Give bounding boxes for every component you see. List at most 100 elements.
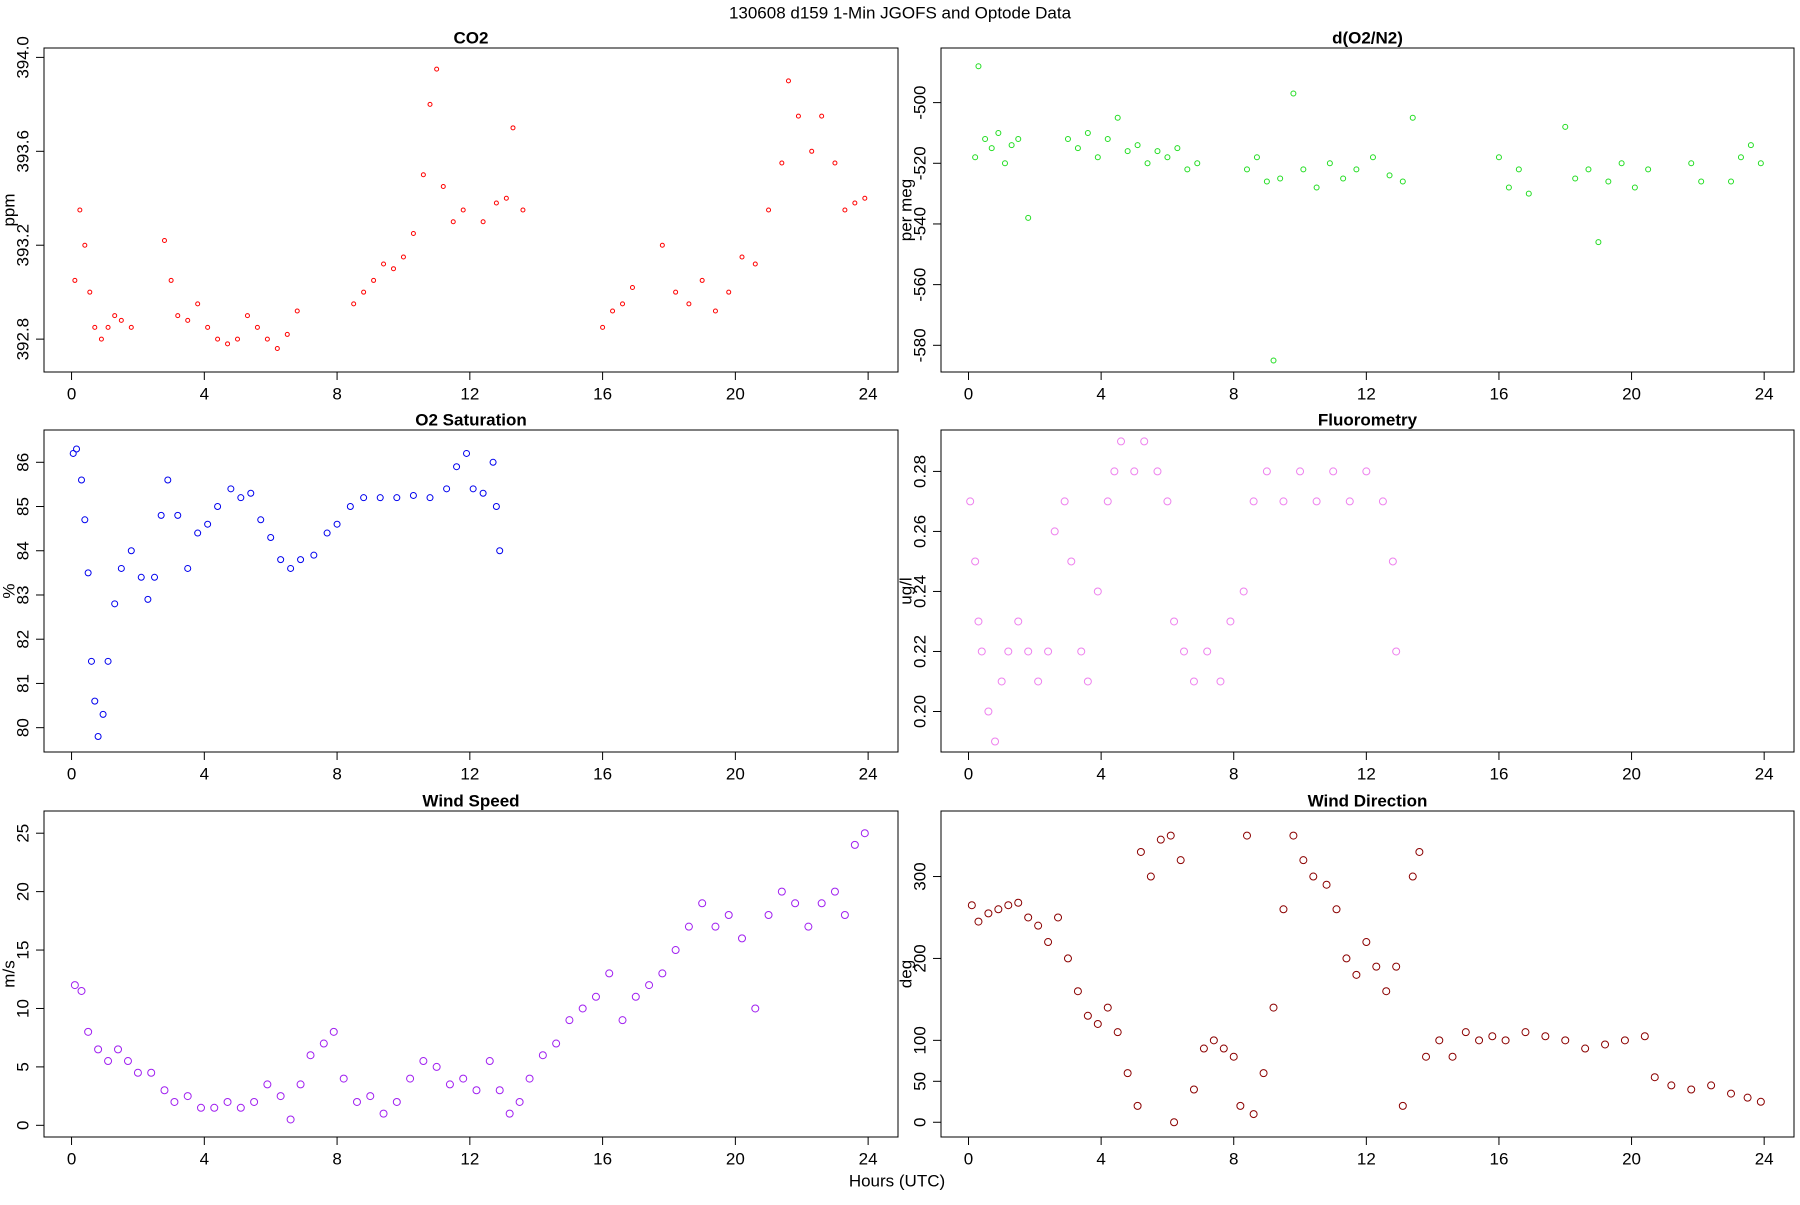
data-point xyxy=(1034,677,1043,686)
data-point xyxy=(244,313,250,319)
data-point xyxy=(1386,172,1393,179)
data-point xyxy=(1313,184,1320,191)
data-point xyxy=(123,1057,132,1066)
data-point xyxy=(276,1092,285,1101)
data-point xyxy=(409,491,417,499)
y-tick-label: -580 xyxy=(910,328,929,362)
y-tick-label: 0.20 xyxy=(910,695,929,728)
x-tick-label: 0 xyxy=(964,1149,973,1168)
data-point xyxy=(144,595,152,603)
y-tick-label: 50 xyxy=(910,1072,929,1091)
x-tick-label: 4 xyxy=(1096,384,1105,403)
x-tick-label: 8 xyxy=(1229,384,1238,403)
data-point xyxy=(235,336,241,342)
data-point xyxy=(1253,154,1260,161)
data-point xyxy=(306,1051,315,1060)
data-point xyxy=(766,207,772,213)
data-point xyxy=(972,154,979,161)
y-axis-label: deg xyxy=(896,960,915,988)
data-point xyxy=(809,148,815,154)
data-point xyxy=(479,489,487,497)
data-point xyxy=(1133,1101,1142,1110)
data-point xyxy=(1219,1044,1228,1053)
data-point xyxy=(1399,178,1406,185)
data-point xyxy=(1073,987,1082,996)
x-tick-label: 8 xyxy=(332,1149,341,1168)
data-point xyxy=(1067,557,1076,566)
data-point xyxy=(1581,1044,1590,1053)
data-point xyxy=(1620,1036,1629,1045)
data-point xyxy=(1631,184,1638,191)
data-point xyxy=(1083,1011,1092,1020)
data-point xyxy=(1650,1073,1659,1082)
y-tick-label: 0.28 xyxy=(910,455,929,488)
data-point xyxy=(860,829,869,838)
x-tick-label: 8 xyxy=(1229,1149,1238,1168)
data-point xyxy=(724,910,733,919)
data-point xyxy=(287,564,295,572)
data-point xyxy=(73,445,81,453)
data-point xyxy=(1146,872,1155,881)
data-point xyxy=(620,301,626,307)
x-tick-label: 20 xyxy=(1622,384,1641,403)
data-point xyxy=(712,308,718,314)
data-point xyxy=(393,494,401,502)
data-point xyxy=(147,1068,156,1077)
data-point xyxy=(1541,1032,1550,1041)
data-point xyxy=(1409,114,1416,121)
data-point xyxy=(459,1074,468,1083)
data-point xyxy=(795,113,801,119)
data-point xyxy=(410,230,416,236)
data-point xyxy=(1290,90,1297,97)
data-point xyxy=(264,336,270,342)
data-point xyxy=(1687,1085,1696,1094)
data-point xyxy=(419,1057,428,1066)
data-point xyxy=(1113,1028,1122,1037)
data-point xyxy=(1382,987,1391,996)
data-point xyxy=(1025,214,1032,221)
data-point xyxy=(469,485,477,493)
data-point xyxy=(236,1103,245,1112)
data-point xyxy=(432,1062,441,1071)
y-tick-label: -520 xyxy=(910,146,929,180)
data-point xyxy=(832,160,838,166)
data-point xyxy=(1170,1118,1179,1127)
data-point xyxy=(1688,160,1695,167)
data-point xyxy=(1176,856,1185,865)
x-tick-label: 24 xyxy=(1755,764,1774,783)
data-point xyxy=(1332,905,1341,914)
data-point xyxy=(1322,880,1331,889)
data-point xyxy=(1093,587,1102,596)
data-point xyxy=(738,934,747,943)
data-point xyxy=(1044,938,1053,947)
data-point xyxy=(629,284,635,290)
data-point xyxy=(495,1086,504,1095)
y-axis-label: per meg xyxy=(896,179,915,241)
panel-title: Wind Direction xyxy=(1308,791,1428,810)
data-point xyxy=(1422,1052,1431,1061)
data-point xyxy=(1229,1052,1238,1061)
data-point xyxy=(1209,1036,1218,1045)
data-point xyxy=(195,301,201,307)
data-point xyxy=(297,556,305,564)
data-point xyxy=(752,261,758,267)
data-point xyxy=(1103,1003,1112,1012)
data-point xyxy=(1114,114,1121,121)
panel: CO2 ppm 0 4 8 12 16 20 24 392.8 393.2 393.6 394.0 xyxy=(0,28,899,403)
data-point xyxy=(671,946,680,955)
data-point xyxy=(127,547,135,555)
data-point xyxy=(263,1080,272,1089)
plot-frame xyxy=(940,429,1795,753)
x-tick-label: 24 xyxy=(1755,1149,1774,1168)
data-point xyxy=(247,489,255,497)
data-point xyxy=(862,195,868,201)
data-point xyxy=(161,238,167,244)
y-tick-label: 394.0 xyxy=(13,36,32,79)
data-point xyxy=(379,1109,388,1118)
data-point xyxy=(1054,913,1063,922)
data-point xyxy=(819,113,825,119)
x-tick-label: 12 xyxy=(1357,764,1376,783)
data-point xyxy=(974,617,983,626)
data-point xyxy=(1521,1028,1530,1037)
data-point xyxy=(1601,1040,1610,1049)
